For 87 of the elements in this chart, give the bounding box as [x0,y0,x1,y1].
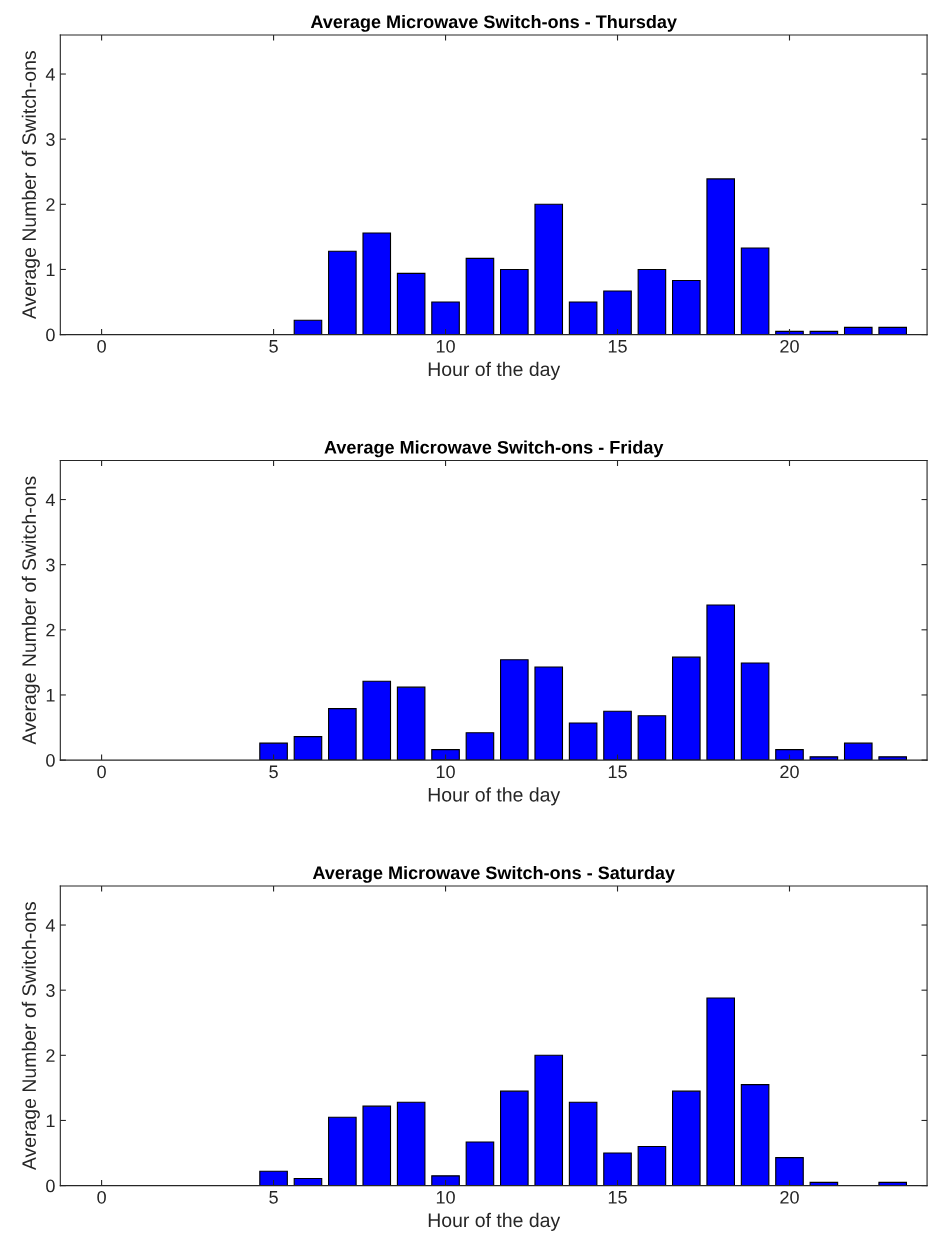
y-axis-title: Average Number of Switch-ons [21,51,40,320]
bar [671,279,701,335]
y-tick-label: 2 [46,1049,55,1062]
bar [431,301,460,335]
bar [568,1101,598,1186]
bar [328,250,357,335]
bar [706,604,736,761]
bar [603,1152,632,1186]
bar [534,1054,564,1186]
bar [740,1084,770,1186]
bar [259,1170,288,1186]
bar [465,257,495,335]
bar [500,268,529,335]
x-tick-label: 0 [97,1190,106,1204]
y-tick-label: 4 [45,493,55,507]
y-tick-label: 4 [45,68,55,81]
x-tick-label: 0 [97,339,106,353]
bar [259,742,288,761]
x-tick-label: 20 [780,765,799,779]
chart-title: Average Microwave Switch-ons - Saturday [312,865,675,883]
bar [775,1157,804,1186]
bar [706,997,736,1186]
bar [431,1175,460,1186]
y-tick-label: 2 [46,198,55,211]
bar [396,686,426,761]
bar [843,326,873,335]
y-tick-label: 0 [46,328,55,342]
y-tick-label: 2 [46,623,55,637]
bar [328,1116,357,1186]
x-tick-label: 10 [436,339,455,353]
bar [671,656,701,761]
chart-title: Average Microwave Switch-ons - Friday [324,440,664,458]
y-tick-label: 3 [46,133,55,146]
bar [878,326,907,335]
y-tick-label: 1 [46,263,55,276]
bar [603,290,632,335]
bar [740,662,770,761]
bar [637,715,667,761]
x-tick-label: 10 [436,1190,455,1204]
x-axis-title: Hour of the day [428,1212,561,1231]
bar [534,203,564,335]
x-tick-label: 0 [97,765,106,779]
bar [362,680,392,761]
x-tick-label: 10 [436,765,455,779]
bar [775,749,804,761]
x-axis-title: Hour of the day [428,361,561,380]
y-tick-label: 1 [46,689,55,702]
bar [396,1101,426,1186]
x-tick-label: 15 [608,1191,627,1204]
bar [568,722,598,761]
y-tick-label: 4 [45,919,55,932]
x-tick-label: 5 [269,1191,278,1204]
bar [465,1141,495,1186]
x-tick-label: 20 [780,1190,799,1204]
bar [740,247,770,335]
bar [603,710,632,761]
y-tick-label: 3 [46,558,55,572]
bar [293,736,323,761]
bar [671,1090,701,1186]
bar [396,272,426,335]
x-tick-label: 5 [269,340,278,353]
bar [500,1090,529,1186]
bar [568,301,598,335]
bar [534,666,564,761]
y-tick-label: 1 [46,1114,55,1127]
x-axis-title: Hour of the day [428,787,561,806]
bar [465,732,495,761]
bar [500,659,529,761]
y-tick-label: 0 [46,754,55,767]
y-tick-label: 0 [46,1179,55,1193]
bar [843,742,873,761]
y-axis-title: Average Number of Switch-ons [21,902,40,1171]
chart-title: Average Microwave Switch-ons - Thursday [310,14,677,32]
y-tick-label: 3 [46,984,55,997]
bar [362,232,392,335]
bar [637,268,667,335]
x-tick-label: 15 [608,765,627,779]
bar [637,1145,667,1186]
bar [706,178,736,335]
x-tick-label: 20 [780,339,799,353]
x-tick-label: 15 [608,340,627,353]
bar [328,708,357,761]
bar [362,1105,392,1186]
y-axis-title: Average Number of Switch-ons [21,476,40,745]
x-tick-label: 5 [269,765,278,779]
bar [293,319,323,335]
bar [431,749,460,761]
